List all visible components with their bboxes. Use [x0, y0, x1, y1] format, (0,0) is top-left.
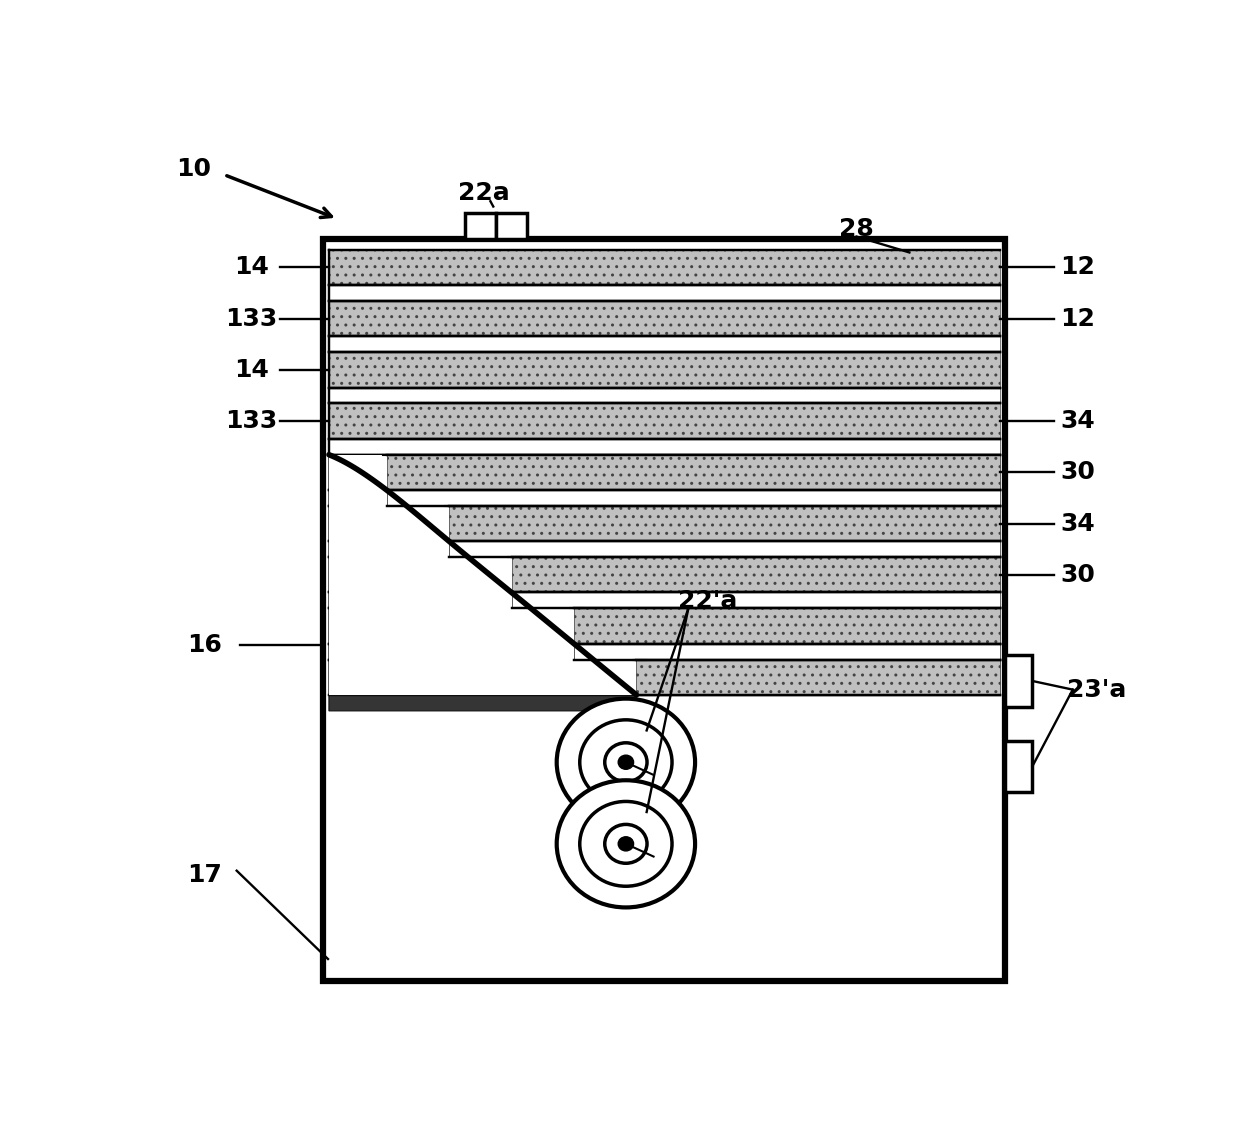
Text: 23'a: 23'a [1068, 678, 1126, 702]
Text: 14: 14 [233, 358, 269, 382]
Text: 28: 28 [839, 218, 874, 242]
Circle shape [619, 837, 634, 851]
Text: 30: 30 [1060, 563, 1095, 587]
Bar [329, 388, 999, 404]
Circle shape [580, 802, 672, 887]
Circle shape [580, 720, 672, 805]
Bar [324, 240, 1006, 981]
Bar [329, 593, 999, 608]
Bar [465, 212, 496, 240]
Bar [1006, 741, 1033, 791]
Bar [329, 660, 636, 695]
Bar [329, 490, 387, 506]
Circle shape [605, 825, 647, 864]
Circle shape [557, 780, 696, 907]
Bar [329, 250, 999, 286]
Bar [329, 506, 999, 541]
Bar [329, 490, 999, 506]
Bar [387, 490, 999, 506]
Bar [329, 643, 999, 660]
Bar [329, 643, 574, 660]
Bar [329, 439, 999, 454]
Text: 22a: 22a [458, 181, 510, 205]
Text: 12: 12 [1060, 256, 1095, 280]
Bar [329, 557, 999, 593]
Bar [449, 541, 999, 557]
Bar [329, 557, 512, 593]
Text: 14: 14 [233, 256, 269, 280]
Circle shape [619, 755, 634, 770]
Text: 30: 30 [1060, 460, 1095, 484]
Bar [329, 506, 449, 541]
Bar [512, 557, 999, 593]
Bar [329, 336, 999, 352]
Text: 133: 133 [224, 409, 278, 434]
Bar [329, 352, 999, 388]
Polygon shape [329, 454, 636, 711]
Bar [574, 643, 999, 660]
Text: 34: 34 [1060, 512, 1095, 536]
Bar [449, 506, 999, 541]
Text: 133: 133 [224, 306, 278, 330]
Bar [1006, 655, 1033, 707]
Bar [329, 541, 449, 557]
Text: 10: 10 [176, 156, 211, 180]
Text: 22'a: 22'a [678, 590, 738, 614]
Bar [387, 454, 999, 490]
Bar [329, 454, 999, 490]
Bar [496, 212, 527, 240]
Bar [329, 301, 999, 336]
Text: 17: 17 [187, 863, 222, 887]
Bar [636, 660, 999, 695]
Bar [329, 660, 999, 695]
Bar [329, 404, 999, 439]
Text: 12: 12 [1060, 306, 1095, 330]
Circle shape [557, 699, 696, 826]
Bar [329, 608, 574, 643]
Bar [329, 286, 999, 301]
Bar [574, 608, 999, 643]
Bar [512, 593, 999, 608]
Circle shape [605, 743, 647, 781]
Bar [329, 593, 512, 608]
Text: 16: 16 [187, 633, 222, 657]
Bar [329, 608, 999, 643]
Bar [329, 454, 387, 490]
Text: 34: 34 [1060, 409, 1095, 434]
Bar [329, 541, 999, 557]
